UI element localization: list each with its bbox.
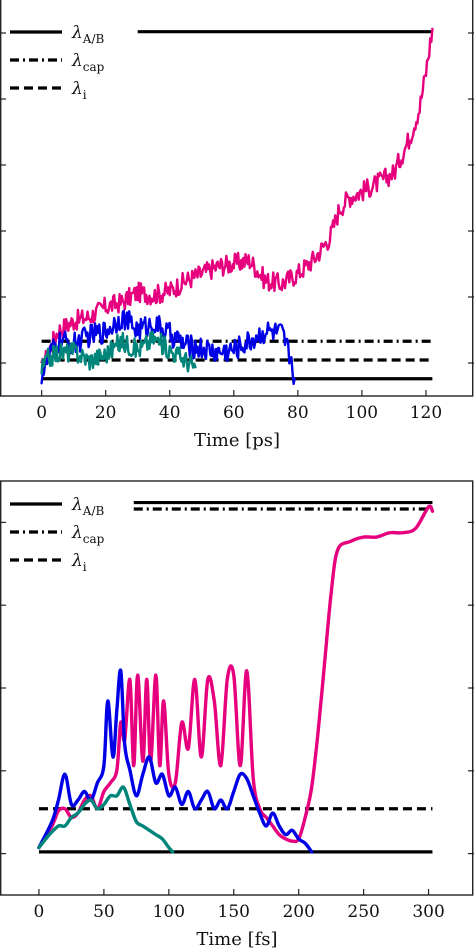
top-series-line-1 bbox=[40, 309, 296, 386]
chart-bottom-frame bbox=[0, 480, 474, 896]
bottom-xtick-label-150: 150 bbox=[218, 902, 250, 922]
bottom-xtick-label-0: 0 bbox=[34, 902, 45, 922]
top-xtick-label-100: 100 bbox=[346, 403, 378, 423]
chart-bottom-series bbox=[37, 504, 435, 854]
top-xtick-label-0: 0 bbox=[36, 403, 47, 423]
top-xtick-label-80: 80 bbox=[287, 403, 309, 423]
bottom-series-line-2 bbox=[37, 785, 175, 854]
chart-bottom-legend: λA/B λcap λi bbox=[10, 495, 105, 574]
top-legend-label-1: λcap bbox=[71, 51, 105, 74]
top-xtick-label-20: 20 bbox=[95, 403, 117, 423]
chart-top: 0 20 40 60 80 100 120 Time [ps] λA/B λcap λi bbox=[0, 0, 474, 451]
bottom-xtick-label-250: 250 bbox=[347, 902, 379, 922]
bottom-xtick-label-50: 50 bbox=[93, 902, 115, 922]
chart-bottom-reflines bbox=[38, 500, 433, 854]
chart-bottom-ticks: 0 50 100 150 200 250 300 bbox=[0, 521, 474, 922]
chart-top-ticks: 0 20 40 60 80 100 120 bbox=[0, 32, 474, 423]
bottom-xtick-label-100: 100 bbox=[153, 902, 185, 922]
chart-bottom: 0 50 100 150 200 250 300 Time [fs] λA/B λcap λi bbox=[0, 480, 474, 950]
chart-top-reflines bbox=[41, 30, 433, 381]
bottom-legend-label-0: λA/B bbox=[71, 495, 104, 518]
bottom-xtick-label-300: 300 bbox=[412, 902, 444, 922]
top-series-line-0 bbox=[40, 27, 434, 375]
bottom-legend-label-1: λcap bbox=[71, 523, 105, 546]
bottom-xtick-label-200: 200 bbox=[282, 902, 314, 922]
top-xtick-label-60: 60 bbox=[223, 403, 245, 423]
chart-bottom-xlabel: Time [fs] bbox=[196, 929, 277, 950]
top-xtick-label-120: 120 bbox=[410, 403, 442, 423]
chart-top-frame bbox=[0, 0, 474, 397]
chart-top-series bbox=[40, 27, 434, 386]
top-series-line-2 bbox=[40, 330, 197, 375]
top-legend-label-0: λA/B bbox=[71, 23, 104, 46]
chart-top-legend: λA/B λcap λi bbox=[10, 23, 105, 102]
bottom-series-line-0 bbox=[37, 504, 435, 850]
chart-top-xlabel: Time [ps] bbox=[194, 430, 280, 451]
bottom-legend-label-2: λi bbox=[71, 551, 87, 574]
top-xtick-label-40: 40 bbox=[159, 403, 181, 423]
top-legend-label-2: λi bbox=[71, 79, 87, 102]
